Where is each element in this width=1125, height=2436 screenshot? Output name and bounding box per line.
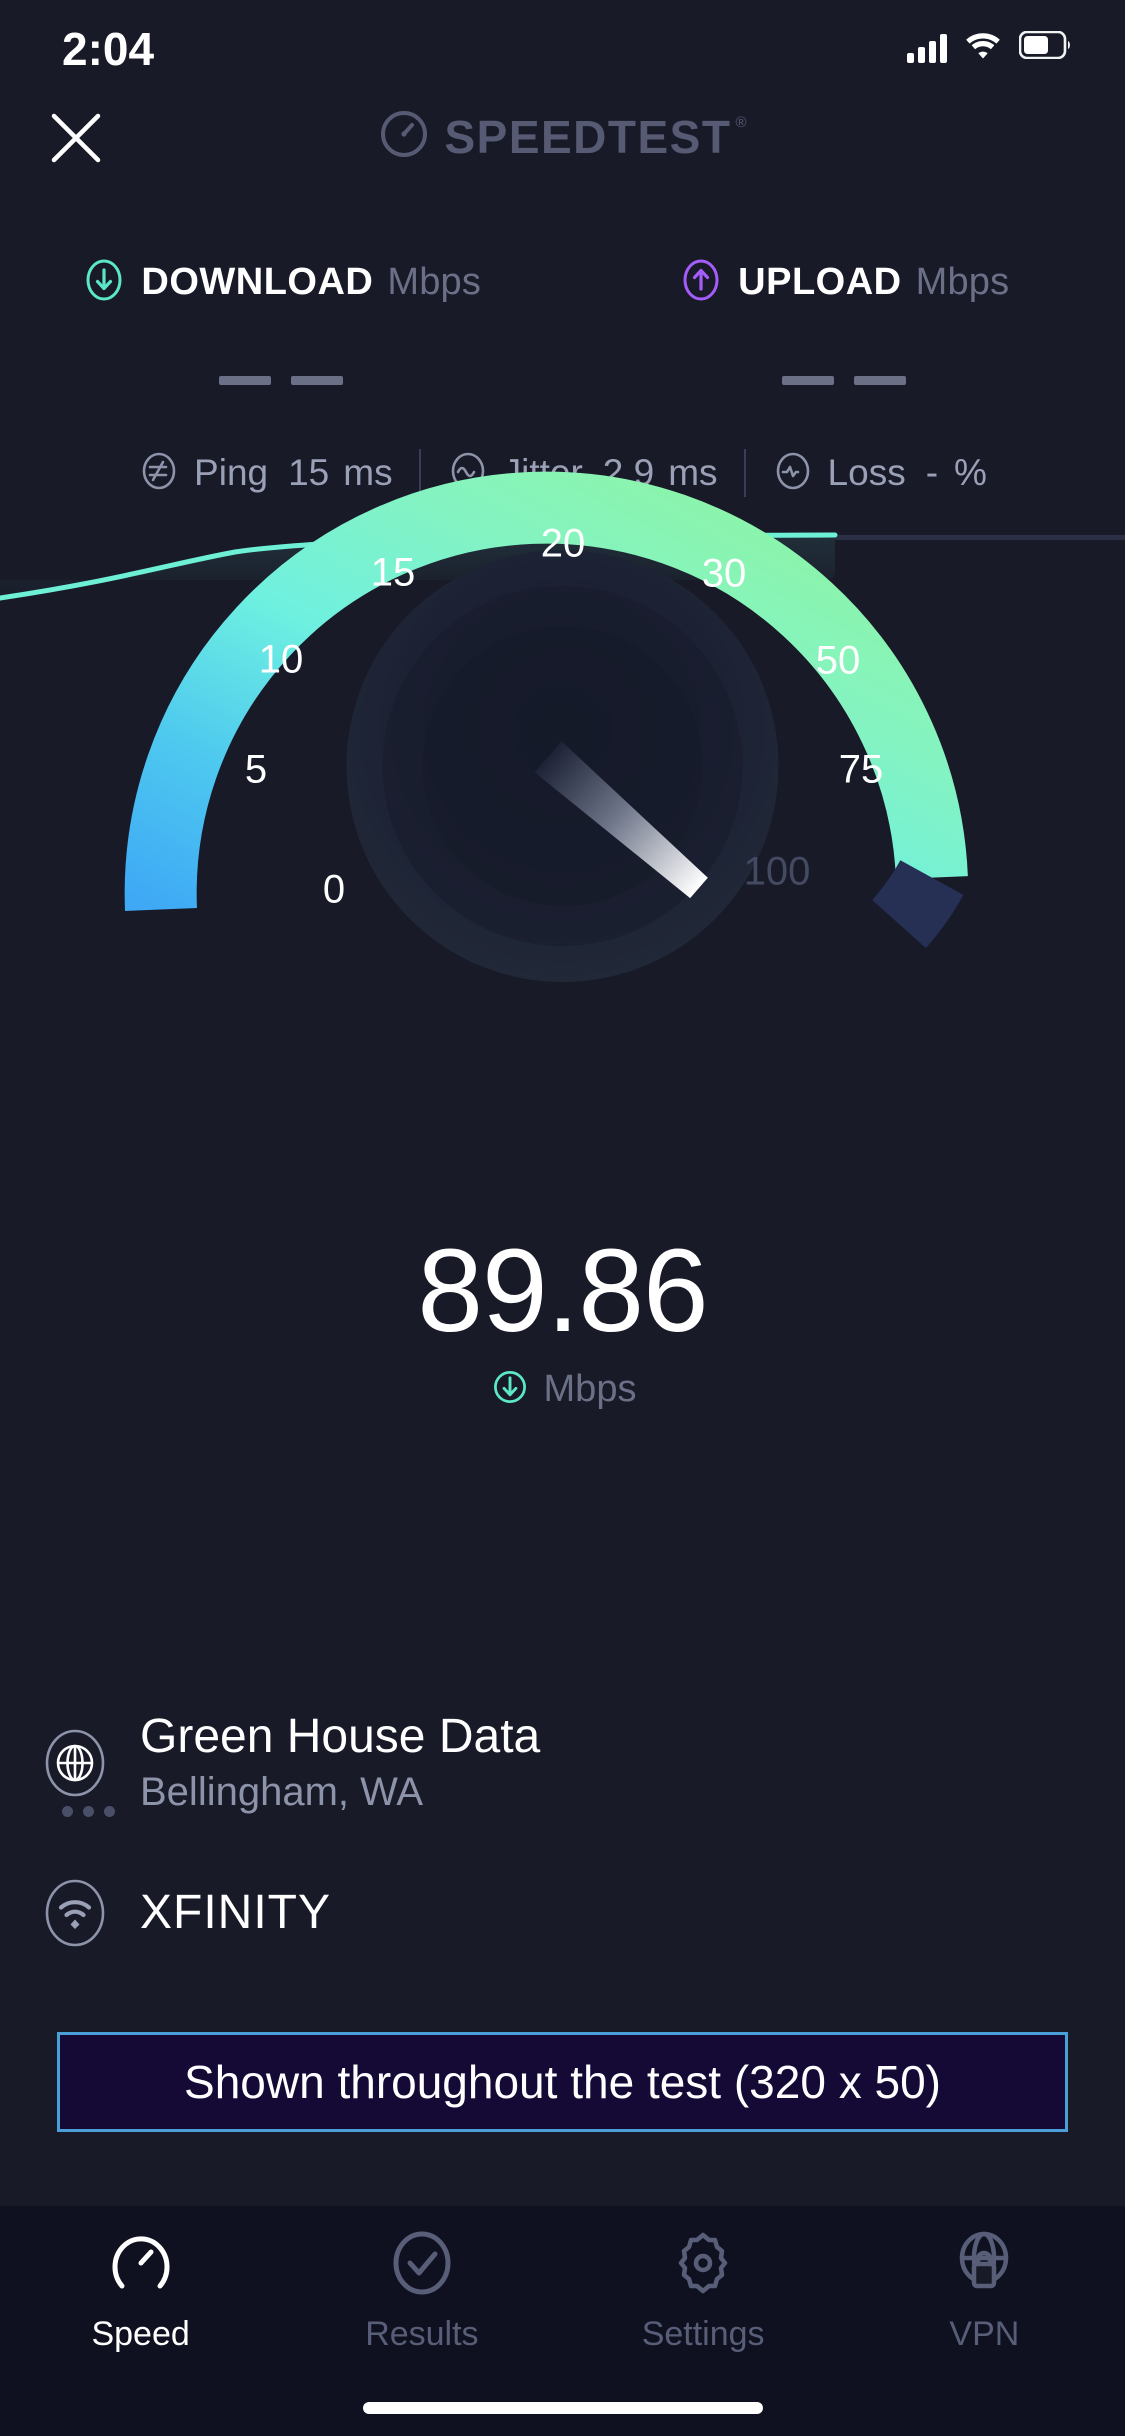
battery-icon (1018, 30, 1073, 64)
gauge-tick-20: 20 (540, 521, 586, 566)
tab-vpn[interactable]: VPN (844, 2206, 1125, 2436)
ad-banner-text: Shown throughout the test (320 x 50) (184, 2056, 941, 2108)
upload-label: UPLOAD (738, 260, 902, 303)
server-location: Bellingham, WA (140, 1769, 424, 1814)
wifi-circle-icon (40, 1878, 110, 1948)
bottom-tab-bar: Speed Results Settings (0, 2206, 1125, 2436)
app-header: SPEEDTEST ® (0, 96, 1125, 186)
tab-vpn-label: VPN (949, 2315, 1020, 2353)
more-dots-icon[interactable] (62, 1806, 115, 1817)
gauge-arc-filled (124, 471, 968, 911)
server-texts: Green House Data Bellingham, WA (140, 1710, 540, 1816)
server-name: Green House Data (140, 1710, 541, 1763)
placeholder-dash (781, 375, 834, 385)
gauge-arc-tail (871, 859, 963, 949)
gauge-tick-15: 15 (370, 550, 416, 595)
stat-loss-value: - (925, 452, 939, 493)
home-indicator (362, 2402, 763, 2414)
status-bar-indicators (907, 30, 1073, 65)
status-bar: 2:04 (0, 0, 1125, 120)
globe-lock-icon (951, 2230, 1017, 2301)
status-bar-clock: 2:04 (62, 23, 155, 75)
ad-banner[interactable]: Shown throughout the test (320 x 50) (57, 2032, 1068, 2132)
stat-jitter-unit: ms (668, 452, 718, 493)
current-speed-unit-row: Mbps (0, 1366, 1125, 1413)
gauge-tick-30: 30 (701, 551, 747, 596)
stat-divider (743, 449, 746, 497)
gear-icon (670, 2230, 736, 2301)
download-label: DOWNLOAD (141, 260, 374, 303)
loss-icon (772, 450, 814, 497)
tab-settings-label: Settings (641, 2315, 765, 2353)
check-circle-icon (389, 2230, 455, 2301)
upload-arrow-icon (678, 257, 724, 308)
download-metric-header[interactable]: DOWNLOAD Mbps (0, 252, 563, 312)
tab-settings[interactable]: Settings (563, 2206, 844, 2436)
placeholder-dash (291, 375, 344, 385)
gauge-tick-5: 5 (244, 747, 268, 792)
tab-results[interactable]: Results (281, 2206, 562, 2436)
connection-stats-row: Ping 15 ms Jitter 2.9 ms L (0, 440, 1125, 506)
current-speed-unit: Mbps (543, 1368, 637, 1410)
graph-track (835, 535, 1125, 540)
download-arrow-icon (489, 1366, 531, 1413)
brand-trademark: ® (735, 114, 747, 131)
server-row[interactable]: Green House Data Bellingham, WA (40, 1710, 1085, 1817)
isp-row[interactable]: XFINITY (40, 1878, 1085, 1948)
tab-speed[interactable]: Speed (0, 2206, 281, 2436)
ping-icon (138, 450, 180, 497)
download-value (0, 360, 563, 400)
stat-loss[interactable]: Loss - % (746, 450, 1013, 497)
tab-results-label: Results (365, 2315, 479, 2353)
stat-loss-label: Loss (827, 452, 906, 493)
speedometer-icon (108, 2230, 174, 2301)
stat-ping-label: Ping (194, 452, 269, 493)
brand-name: SPEEDTEST (444, 110, 732, 163)
speed-gauge: 0 5 10 15 20 30 50 75 100 (0, 452, 1125, 1012)
gauge-tick-100: 100 (743, 849, 811, 894)
brand-logo: SPEEDTEST ® (0, 108, 1125, 165)
gauge-tick-0: 0 (322, 867, 346, 912)
connection-info: Green House Data Bellingham, WA XFINITY (40, 1710, 1085, 1948)
stat-loss-unit: % (954, 452, 987, 493)
gauge-tick-10: 10 (258, 637, 304, 682)
stat-divider (418, 449, 421, 497)
download-arrow-icon (81, 257, 127, 308)
stat-ping-value: 15 (288, 452, 330, 493)
current-speed-value: 89.86 (417, 1225, 708, 1357)
placeholder-dash (853, 375, 906, 385)
gauge-tick-50: 50 (815, 638, 861, 683)
speedometer-logo-icon (378, 108, 430, 165)
upload-unit: Mbps (915, 260, 1010, 303)
wifi-icon (963, 30, 1003, 65)
cellular-signal-icon (907, 33, 947, 63)
gauge-arc (124, 471, 968, 949)
stat-ping-unit: ms (343, 452, 393, 493)
close-icon[interactable] (40, 102, 112, 174)
isp-name: XFINITY (140, 1886, 332, 1940)
stat-ping[interactable]: Ping 15 ms (112, 450, 419, 497)
metrics-value-row (0, 360, 1125, 400)
upload-value (563, 360, 1125, 400)
gauge-needle (534, 741, 708, 899)
download-unit: Mbps (387, 260, 482, 303)
gauge-tick-75: 75 (838, 747, 884, 792)
gauge-readout: 89.86 Mbps (0, 1232, 1125, 1413)
placeholder-dash (219, 375, 272, 385)
tab-speed-label: Speed (91, 2315, 190, 2353)
upload-metric-header[interactable]: UPLOAD Mbps (563, 252, 1125, 312)
globe-icon (40, 1728, 110, 1798)
metrics-header-row: DOWNLOAD Mbps UPLOAD Mbps (0, 252, 1125, 312)
